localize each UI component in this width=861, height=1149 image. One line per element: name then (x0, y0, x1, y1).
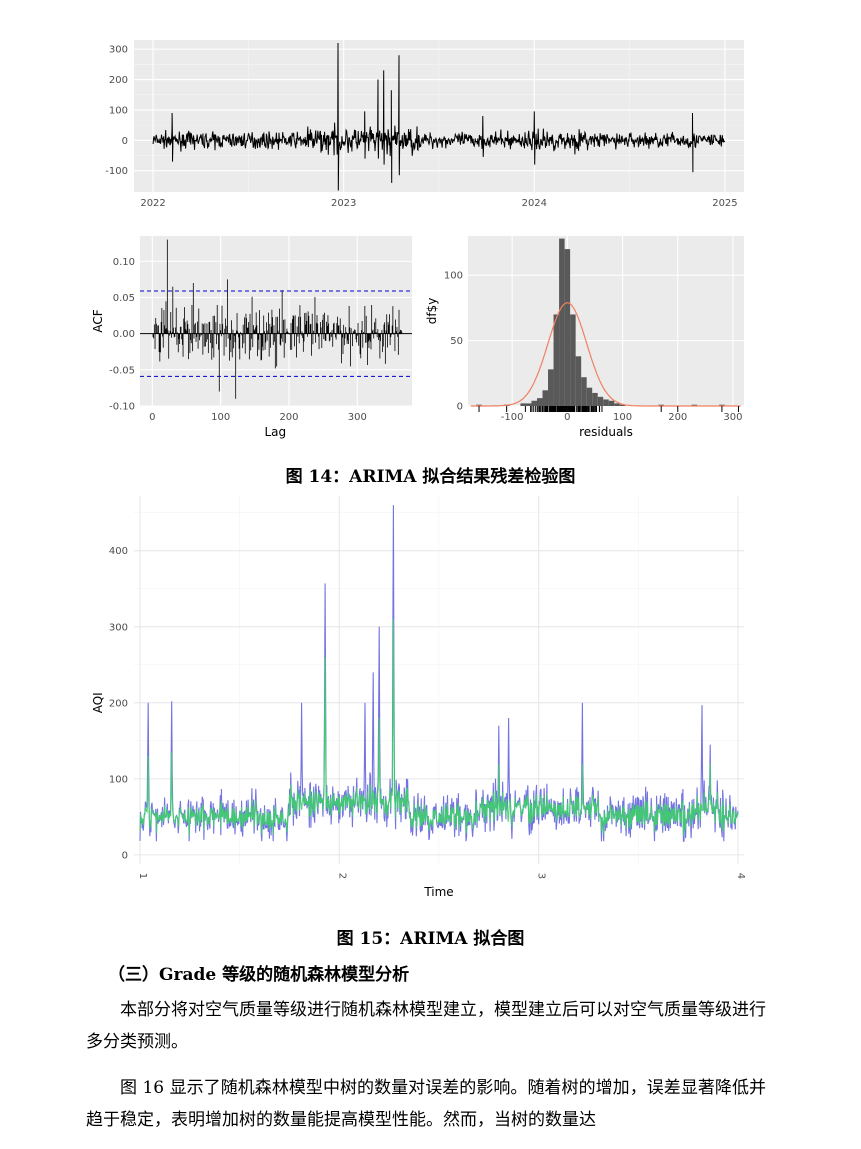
histogram-bar (570, 314, 576, 406)
paragraph-1: 本部分将对空气质量等级进行随机森林模型建立，模型建立后可以对空气质量等级进行多分… (86, 1000, 766, 1052)
aqi-series-line (139, 619, 739, 836)
histogram-bar (691, 404, 698, 406)
histogram-bar (658, 404, 664, 406)
figure14-caption: 图 14：ARIMA 拟合结果残差检验图 (285, 467, 576, 487)
y-tick-label: 400 (109, 546, 128, 557)
y-tick-label: -100 (105, 166, 128, 177)
x-tick-label: 0 (149, 412, 155, 423)
histogram-bar (581, 377, 587, 406)
y-tick-label: 300 (109, 45, 128, 56)
x-axis-title: Lag (264, 425, 286, 439)
section-title: （三）Grade 等级的随机森林模型分析 (108, 965, 410, 985)
histogram-bar (476, 404, 482, 406)
x-tick-label: 2 (336, 873, 347, 879)
histogram-bar (542, 390, 549, 406)
histogram-bar (597, 396, 604, 406)
x-tick-label: 200 (279, 412, 298, 423)
plot-panel (468, 236, 744, 406)
histogram-bar (559, 238, 565, 406)
arima-fit-chart: 400 300 200 100 0 1 2 3 4 Time AQI (91, 496, 746, 899)
y-tick-label: 0.10 (113, 257, 135, 268)
figure15-caption: 图 15：ARIMA 拟合图 (336, 929, 525, 949)
residual-histogram-chart: 100 50 0 -100 0 100 200 300 residuals df$y (426, 236, 744, 439)
y-tick-label: 100 (109, 105, 128, 116)
histogram-bar (531, 400, 537, 406)
y-tick-label: 0 (122, 136, 128, 147)
y-tick-label: 50 (450, 336, 463, 347)
y-tick-label: 100 (444, 271, 463, 282)
y-tick-label: 200 (109, 698, 128, 709)
x-tick-label: -100 (501, 412, 524, 423)
paragraph-2: 图 16 显示了随机森林模型中树的数量对误差的影响。随着树的增加，误差显著降低并… (86, 1078, 766, 1130)
x-tick-label: 300 (348, 412, 367, 423)
x-tick-label: 200 (668, 412, 687, 423)
histogram-bar (553, 314, 560, 406)
x-tick-label: 100 (211, 412, 230, 423)
histogram-bar (614, 403, 620, 406)
y-tick-label: 100 (109, 774, 128, 785)
x-tick-label: 2023 (331, 198, 356, 209)
y-tick-label: -0.05 (109, 365, 135, 376)
histogram-bar (520, 403, 526, 406)
histogram-bar (608, 400, 615, 406)
y-tick-label: 0 (457, 402, 463, 413)
histogram-bar (619, 404, 626, 406)
x-tick-label: 2024 (522, 198, 547, 209)
x-axis-title: Time (423, 885, 453, 899)
normal-density-curve (470, 302, 741, 407)
x-axis-title: residuals (579, 425, 633, 439)
histogram-bar (575, 356, 582, 406)
residual-timeseries-chart: 300 200 100 0 -100 2022 2023 2024 2025 (105, 40, 744, 209)
y-axis-title: ACF (91, 309, 105, 332)
histogram-bar (719, 404, 725, 406)
x-tick-label: 3 (536, 873, 547, 879)
histogram-bar (603, 399, 609, 406)
x-tick-label: 2025 (712, 198, 737, 209)
x-tick-label: 100 (613, 412, 632, 423)
y-tick-label: -0.10 (109, 402, 135, 413)
residual-series-line (152, 42, 726, 191)
x-tick-label: 1 (137, 873, 148, 879)
histogram-bar (586, 387, 593, 406)
x-tick-label: 300 (723, 412, 742, 423)
histogram-bar (548, 369, 554, 406)
y-tick-label: 0.05 (113, 293, 135, 304)
x-tick-label: 0 (564, 412, 570, 423)
histogram-bar (537, 398, 543, 406)
histogram-bar (564, 249, 571, 406)
x-tick-label: 4 (735, 873, 746, 879)
y-tick-label: 0.00 (113, 329, 135, 340)
x-tick-label: 2022 (140, 198, 165, 209)
y-axis-title: df$y (426, 298, 439, 325)
y-tick-label: 200 (109, 75, 128, 86)
histogram-bar (525, 403, 532, 406)
y-tick-label: 300 (109, 622, 128, 633)
histogram-bar (592, 392, 598, 406)
acf-chart: 0.10 0.05 0.00 -0.05 -0.10 0 100 200 300 Lag ACF (91, 236, 412, 439)
y-axis-title: AQI (91, 692, 105, 713)
y-tick-label: 0 (122, 850, 128, 861)
